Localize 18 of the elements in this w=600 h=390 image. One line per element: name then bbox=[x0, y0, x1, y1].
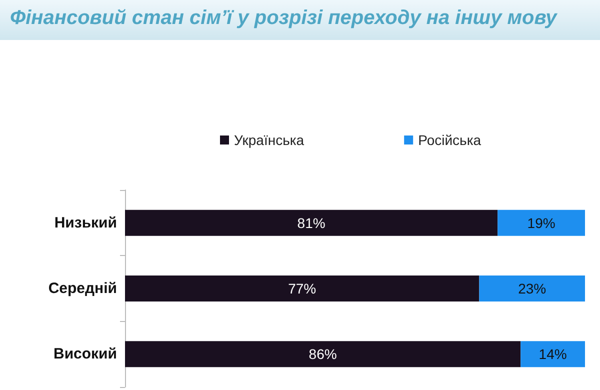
legend-label: Українська bbox=[234, 132, 304, 148]
bar bbox=[125, 341, 521, 368]
data-label: 77% bbox=[288, 280, 316, 296]
bar bbox=[498, 210, 585, 236]
data-label: 86% bbox=[308, 346, 337, 362]
bar bbox=[520, 341, 585, 368]
legend-label: Російська bbox=[418, 132, 482, 148]
y-tick-label: Низький bbox=[54, 214, 117, 232]
bar bbox=[125, 276, 480, 302]
data-label: 81% bbox=[297, 214, 326, 231]
y-tick-label: Середній bbox=[48, 280, 117, 297]
bar bbox=[125, 210, 498, 236]
bar bbox=[479, 276, 585, 302]
y-tick-label: Високий bbox=[53, 346, 117, 363]
data-label: 14% bbox=[538, 346, 567, 362]
data-label: 19% bbox=[527, 214, 556, 231]
chart-title: Фінансовий стан сім’ї у розрізі переходу на іншу мову bbox=[10, 7, 557, 30]
data-label: 23% bbox=[518, 280, 546, 296]
